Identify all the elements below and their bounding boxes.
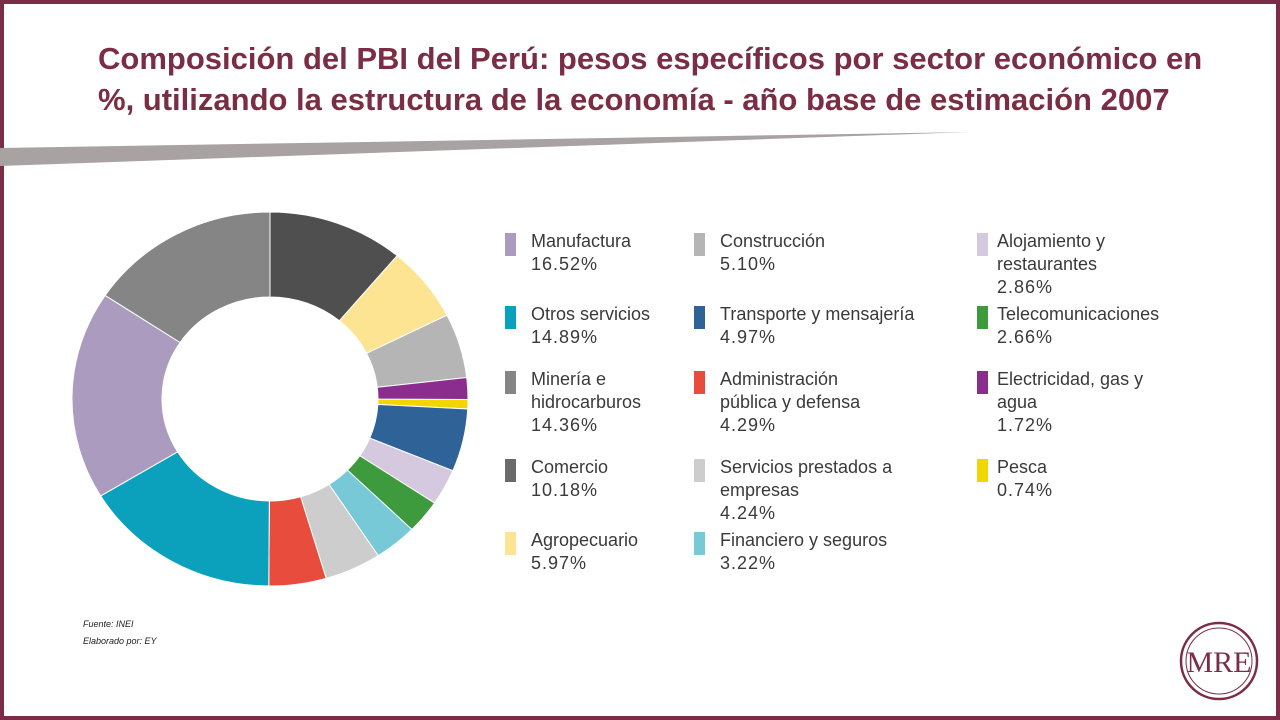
legend-value: 3.22% [720,553,777,573]
legend-swatch [977,306,988,329]
legend-label: Otros servicios [531,304,651,324]
legend-value: 14.89% [531,327,599,347]
mre-logo: MRE [1179,621,1259,701]
legend-item-financiero: Financiero y seguros 3.22% [694,529,964,575]
legend-value: 4.24% [720,503,777,523]
legend-label: Transporte y mensajería [720,304,915,324]
legend-item-manufactura: Manufactura 16.52% [505,230,775,276]
legend-item-pesca: Pesca 0.74% [977,456,1247,502]
legend-swatch [505,306,516,329]
legend-value: 4.29% [720,415,777,435]
legend-swatch [694,371,705,394]
legend-label: Minería e hidrocarburos [531,369,642,412]
legend-swatch [977,371,988,394]
legend-item-agropecuario: Agropecuario 5.97% [505,529,775,575]
legend-swatch [694,459,705,482]
legend-swatch [694,233,705,256]
legend-label: Servicios prestados a empresas [720,457,893,500]
slide-title: Composición del PBI del Perú: pesos espe… [98,41,1203,117]
donut-slice-otros-servicios [99,451,270,586]
legend-item-alojamiento: Alojamiento y restaurantes 2.86% [977,230,1147,299]
decorative-swoosh [0,132,970,166]
legend-value: 5.97% [531,553,588,573]
legend-value: 2.86% [997,277,1054,297]
legend-swatch [505,371,516,394]
legend-value: 2.66% [997,327,1054,347]
legend-swatch [977,233,988,256]
legend-item-electricidad: Electricidad, gas y agua 1.72% [977,368,1187,437]
legend-value: 5.10% [720,254,777,274]
legend-value: 4.97% [720,327,777,347]
donut-slice-manufactura [71,294,181,497]
legend-swatch [694,532,705,555]
legend-swatch [977,459,988,482]
legend-label: Pesca [997,457,1048,477]
legend-value: 1.72% [997,415,1054,435]
legend-item-mineria: Minería e hidrocarburos 14.36% [505,368,655,437]
legend-label: Manufactura [531,231,632,251]
legend-item-construccion: Construcción 5.10% [694,230,964,276]
legend-value: 0.74% [997,480,1054,500]
prepared-by-label: Elaborado por: EY [83,636,157,646]
swoosh-shape [0,132,970,166]
source-label: Fuente: INEI [83,619,134,629]
legend-label: Agropecuario [531,530,639,550]
legend-item-servicios-empresas: Servicios prestados a empresas 4.24% [694,456,914,525]
donut-slice-mineria-e-hidrocarburos [104,212,271,344]
donut-chart [71,212,469,586]
legend-item-transporte: Transporte y mensajería 4.97% [694,303,964,349]
legend-item-otros-servicios: Otros servicios 14.89% [505,303,775,349]
legend-swatch [505,532,516,555]
legend-label: Telecomunicaciones [997,304,1160,324]
legend-swatch [505,459,516,482]
legend-item-comercio: Comercio 10.18% [505,456,775,502]
legend-value: 14.36% [531,415,599,435]
logo-text: MRE [1186,646,1251,679]
legend-item-telecomunicaciones: Telecomunicaciones 2.66% [977,303,1247,349]
legend-swatch [694,306,705,329]
legend-label: Administración pública y defensa [720,369,861,412]
legend-label: Comercio [531,457,609,477]
legend-item-administracion: Administración pública y defensa 4.29% [694,368,894,437]
source-note: Fuente: INEI Elaborado por: EY [83,616,157,650]
legend-value: 16.52% [531,254,599,274]
legend-swatch [505,233,516,256]
legend-label: Construcción [720,231,826,251]
legend-label: Alojamiento y restaurantes [997,231,1106,274]
legend-value: 10.18% [531,480,599,500]
legend-label: Electricidad, gas y agua [997,369,1144,412]
legend-label: Financiero y seguros [720,530,888,550]
